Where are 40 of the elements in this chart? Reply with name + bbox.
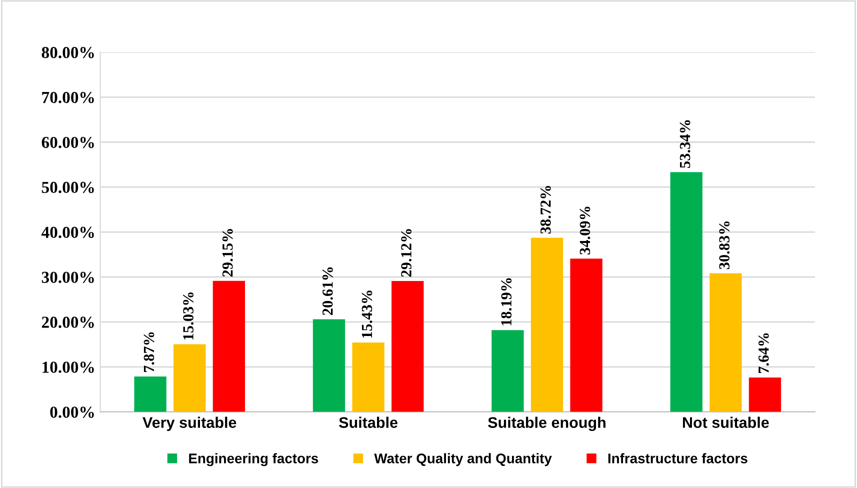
data-label: 20.61%: [322, 267, 333, 315]
data-label: 15.03%: [183, 292, 194, 340]
bar: [748, 378, 782, 412]
data-label: 29.12%: [401, 229, 412, 277]
data-label: 38.72%: [540, 186, 551, 234]
data-label: 7.64%: [758, 333, 769, 374]
x-tick-label: Suitable enough: [488, 416, 606, 432]
data-label: 7.87%: [144, 332, 154, 372]
y-tick-label: 30.00%: [42, 272, 94, 284]
y-tick-label: 80.00%: [42, 46, 94, 58]
bar: [710, 273, 742, 412]
bar: [352, 342, 384, 412]
y-tick-label: 0.00%: [50, 406, 94, 418]
x-tick-label: Suitable: [339, 416, 398, 428]
y-tick-label: 70.00%: [42, 92, 94, 104]
bar: [492, 330, 524, 412]
x-tick-label: Not suitable: [682, 416, 769, 428]
y-tick-label: 40.00%: [41, 226, 94, 238]
bar: [392, 280, 424, 412]
data-label: 15.43%: [362, 290, 372, 338]
y-tick-label: 20.00%: [42, 316, 94, 328]
data-label: 30.83%: [719, 221, 730, 270]
data-label: 53.34%: [680, 120, 690, 168]
data-label: 34.09%: [580, 206, 590, 254]
bar: [312, 319, 346, 412]
y-tick-label: 50.00%: [42, 182, 94, 194]
data-label: 18.19%: [501, 278, 512, 326]
bar: [670, 172, 702, 412]
bar: [530, 238, 564, 412]
legend-label: Water Quality and Quantity: [374, 453, 552, 466]
data-label: 29.15%: [222, 229, 233, 277]
x-tick-label: Very suitable: [142, 416, 236, 431]
bar: [570, 258, 602, 412]
y-tick-label: 10.00%: [42, 362, 94, 373]
y-tick-label: 60.00%: [42, 136, 94, 148]
bar: [174, 344, 206, 412]
legend-label: Infrastructure factors: [608, 453, 748, 464]
bar: [212, 280, 246, 412]
bar: [134, 376, 166, 412]
legend-label: Engineering factors: [189, 453, 318, 466]
